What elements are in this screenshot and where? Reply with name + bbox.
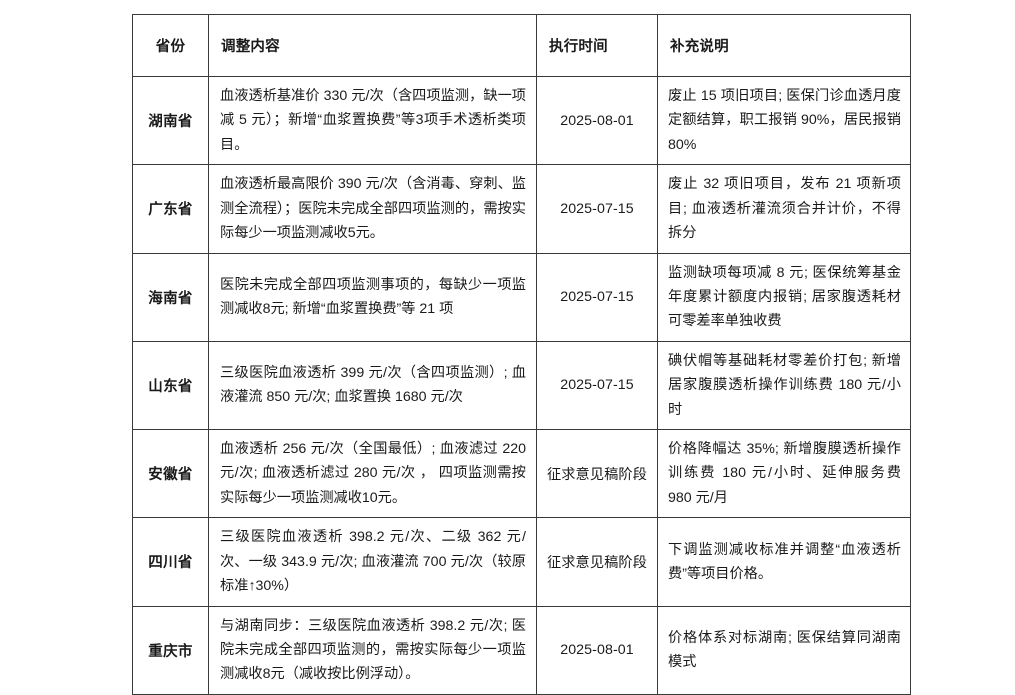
cell-date: 征求意见稿阶段 <box>536 517 658 607</box>
table-row: 山东省 三级医院血液透析 399 元/次（含四项监测）; 血液灌流 850 元/… <box>132 340 911 431</box>
cell-note: 价格降幅达 35%; 新增腹膜透析操作训练费 180 元/小时、延伸服务费 98… <box>657 429 911 519</box>
cell-province: 海南省 <box>132 252 209 342</box>
cell-date: 2025-07-15 <box>536 164 658 254</box>
cell-content: 血液透析 256 元/次（全国最低）; 血液滤过 220 元/次; 血液透析滤过… <box>208 429 537 519</box>
cell-province: 四川省 <box>132 517 209 607</box>
cell-date: 2025-08-01 <box>536 75 658 166</box>
column-header-note: 补充说明 <box>657 14 911 77</box>
cell-note: 废止 15 项旧项目; 医保门诊血透月度定额结算，职工报销 90%，居民报销 8… <box>657 75 911 166</box>
cell-content: 三级医院血液透析 399 元/次（含四项监测）; 血液灌流 850 元/次; 血… <box>208 340 537 431</box>
table-row: 四川省 三级医院血液透析 398.2 元/次、二级 362 元/次、一级 343… <box>132 517 911 607</box>
cell-date: 2025-07-15 <box>536 340 658 431</box>
cell-content: 血液透析基准价 330 元/次（含四项监测，缺一项减 5 元）；新增“血浆置换费… <box>208 75 537 166</box>
cell-province: 重庆市 <box>132 605 209 695</box>
cell-date: 2025-07-15 <box>536 252 658 342</box>
cell-note: 碘伏帽等基础耗材零差价打包; 新增居家腹膜透析操作训练费 180 元/小时 <box>657 340 911 431</box>
cell-province: 山东省 <box>132 340 209 431</box>
cell-note: 下调监测减收标准并调整“血液透析费”等项目价格。 <box>657 517 911 607</box>
cell-note: 监测缺项每项减 8 元; 医保统筹基金年度累计额度内报销; 居家腹透耗材可零差率… <box>657 252 911 342</box>
column-header-date: 执行时间 <box>536 14 658 77</box>
cell-province: 安徽省 <box>132 429 209 519</box>
policy-table-container: 省份 调整内容 执行时间 补充说明 湖南省 血液透析基准价 330 元/次（含四… <box>132 14 911 695</box>
table-row: 重庆市 与湖南同步：三级医院血液透析 398.2 元/次; 医院未完成全部四项监… <box>132 605 911 695</box>
cell-date: 2025-08-01 <box>536 605 658 695</box>
column-header-content: 调整内容 <box>208 14 537 77</box>
cell-content: 与湖南同步：三级医院血液透析 398.2 元/次; 医院未完成全部四项监测的，需… <box>208 605 537 695</box>
table-row: 海南省 医院未完成全部四项监测事项的，每缺少一项监测减收8元; 新增“血浆置换费… <box>132 252 911 342</box>
cell-province: 湖南省 <box>132 75 209 166</box>
cell-content: 医院未完成全部四项监测事项的，每缺少一项监测减收8元; 新增“血浆置换费”等 2… <box>208 252 537 342</box>
table-row: 安徽省 血液透析 256 元/次（全国最低）; 血液滤过 220 元/次; 血液… <box>132 429 911 519</box>
cell-date: 征求意见稿阶段 <box>536 429 658 519</box>
cell-note: 价格体系对标湖南; 医保结算同湖南模式 <box>657 605 911 695</box>
column-header-province: 省份 <box>132 14 209 77</box>
page-root: 省份 调整内容 执行时间 补充说明 湖南省 血液透析基准价 330 元/次（含四… <box>132 14 911 695</box>
cell-content: 三级医院血液透析 398.2 元/次、二级 362 元/次、一级 343.9 元… <box>208 517 537 607</box>
cell-note: 废止 32 项旧项目，发布 21 项新项目; 血液透析灌流须合并计价，不得拆分 <box>657 164 911 254</box>
dialysis-price-policy-table: 省份 调整内容 执行时间 补充说明 湖南省 血液透析基准价 330 元/次（含四… <box>132 14 911 695</box>
cell-content: 血液透析最高限价 390 元/次（含消毒、穿刺、监测全流程）；医院未完成全部四项… <box>208 164 537 254</box>
table-row: 湖南省 血液透析基准价 330 元/次（含四项监测，缺一项减 5 元）；新增“血… <box>132 75 911 166</box>
table-body: 湖南省 血液透析基准价 330 元/次（含四项监测，缺一项减 5 元）；新增“血… <box>132 75 911 695</box>
table-header: 省份 调整内容 执行时间 补充说明 <box>132 14 911 77</box>
table-row: 广东省 血液透析最高限价 390 元/次（含消毒、穿刺、监测全流程）；医院未完成… <box>132 164 911 254</box>
table-header-row: 省份 调整内容 执行时间 补充说明 <box>132 14 911 77</box>
cell-province: 广东省 <box>132 164 209 254</box>
